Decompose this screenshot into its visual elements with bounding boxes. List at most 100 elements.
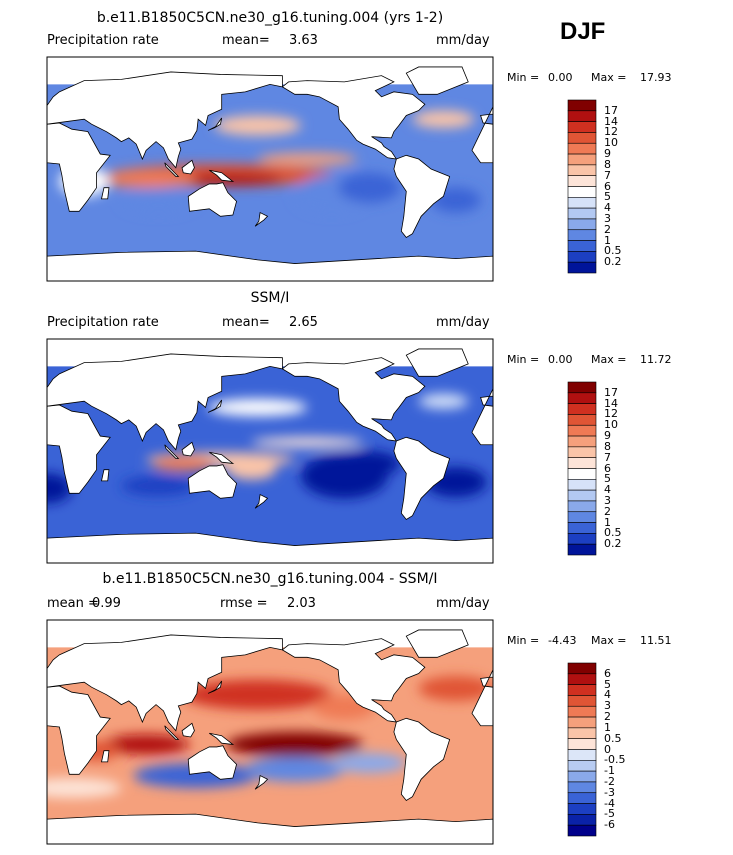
map-field: [47, 339, 493, 563]
min-label: Min =: [507, 634, 540, 647]
land: [101, 187, 110, 200]
stat-value: 3.63: [289, 33, 318, 48]
land: [471, 106, 493, 164]
colorbar-box: [567, 781, 597, 794]
stat-value: 2.65: [289, 315, 318, 330]
land: [281, 638, 426, 723]
land: [281, 75, 426, 160]
stat-value: 2.03: [287, 596, 316, 611]
map-field: [47, 57, 493, 281]
colorbar-box: [567, 251, 597, 263]
colorbar-box: [567, 543, 597, 556]
colorbar-box: [567, 229, 597, 241]
map-frame: [46, 619, 494, 845]
colorbar-label: 1: [604, 515, 611, 529]
stat-value: 0.99: [92, 596, 121, 611]
colorbar-box: [567, 403, 597, 415]
colorbar: [567, 99, 597, 274]
colorbar-label: 4: [604, 688, 611, 702]
colorbar-box: [567, 792, 597, 804]
colorbar-label: 8: [604, 157, 611, 171]
colorbar-box: [567, 705, 597, 718]
colorbar-label: 12: [604, 125, 618, 139]
land: [47, 353, 283, 451]
colorbar-box: [567, 684, 597, 696]
colorbar-label: -0.5: [604, 753, 626, 767]
colorbar-label: 0.2: [604, 537, 622, 551]
land: [207, 117, 223, 131]
land: [393, 717, 451, 801]
field-blob: [226, 459, 277, 480]
colorbar-label: 3: [604, 493, 611, 507]
field-blob: [183, 172, 283, 186]
panel-title: b.e11.B1850C5CN.ne30_g16.tuning.004 - SS…: [102, 571, 438, 587]
colorbar-box: [567, 142, 597, 155]
colorbar-label: 0.5: [604, 731, 622, 745]
colorbar-label: 3: [604, 211, 611, 225]
field-blob: [121, 475, 196, 496]
land: [47, 532, 493, 563]
colorbar-box: [567, 197, 597, 209]
colorbar-label: 2: [604, 504, 611, 518]
colorbar-label: 7: [604, 450, 611, 464]
variable-label: Precipitation rate: [47, 33, 159, 48]
colorbar-box: [567, 435, 597, 448]
min-label: Min =: [507, 353, 540, 366]
colorbar-box: [567, 457, 597, 469]
colorbar-label: 6: [604, 461, 611, 475]
max-value: 11.51: [640, 634, 672, 647]
field-blob: [102, 734, 190, 755]
land: [207, 399, 223, 413]
land: [209, 451, 235, 464]
colorbar-label: 2: [604, 710, 611, 724]
colorbar-label: 1: [604, 233, 611, 247]
colorbar-box: [567, 218, 597, 231]
colorbar-label: 5: [604, 190, 611, 204]
colorbar-box: [567, 770, 597, 783]
units-label: mm/day: [436, 33, 490, 48]
colorbar-box: [567, 695, 597, 707]
colorbar-box: [567, 261, 597, 274]
colorbar-box: [567, 738, 597, 750]
field-blob: [214, 115, 301, 136]
land: [281, 357, 426, 442]
land: [181, 722, 195, 738]
colorbar-label: 14: [604, 114, 618, 128]
land: [209, 732, 235, 745]
field-blob: [412, 110, 475, 128]
colorbar-label: 4: [604, 201, 611, 215]
colorbar-label: 6: [604, 666, 611, 680]
colorbar-box: [567, 392, 597, 404]
land: [254, 211, 269, 227]
land: [181, 159, 195, 175]
field-blob: [47, 473, 72, 504]
colorbar-label: -2: [604, 774, 615, 788]
colorbar-box: [567, 533, 597, 545]
colorbar-label: 7: [604, 168, 611, 182]
land: [101, 750, 110, 763]
land: [405, 348, 469, 377]
field-blob: [251, 437, 363, 448]
map-panel: [46, 56, 494, 282]
map-panel: [46, 619, 494, 845]
land: [209, 169, 235, 182]
colorbar-label: 0.5: [604, 244, 622, 258]
colorbar-label: -3: [604, 785, 615, 799]
max-label: Max =: [591, 71, 627, 84]
colorbar-box: [567, 673, 597, 685]
field-blob: [96, 170, 196, 188]
colorbar-label: 5: [604, 472, 611, 486]
land: [393, 436, 451, 520]
colorbar-box: [567, 414, 597, 426]
land: [187, 745, 237, 780]
field-blob: [152, 455, 215, 471]
land: [101, 469, 110, 482]
colorbar-label: -5: [604, 807, 615, 821]
colorbar-label: 9: [604, 429, 611, 443]
colorbar-box: [567, 662, 597, 675]
field-blobs: [59, 110, 481, 213]
season-label: DJF: [560, 18, 606, 45]
colorbar-box: [567, 207, 597, 220]
colorbar-label: 9: [604, 147, 611, 161]
